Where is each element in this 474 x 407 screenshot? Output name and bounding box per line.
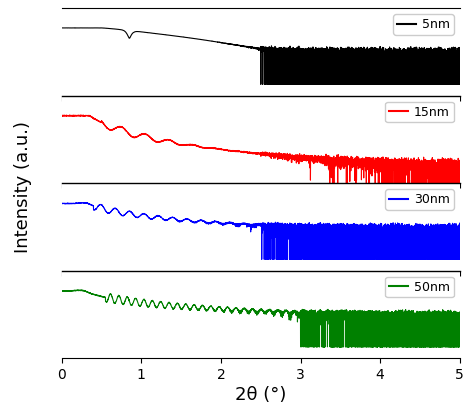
Legend: 15nm: 15nm bbox=[385, 102, 454, 123]
Text: Intensity (a.u.): Intensity (a.u.) bbox=[14, 121, 32, 253]
Legend: 30nm: 30nm bbox=[385, 189, 454, 210]
Legend: 50nm: 50nm bbox=[385, 277, 454, 298]
X-axis label: 2θ (°): 2θ (°) bbox=[235, 386, 286, 404]
Legend: 5nm: 5nm bbox=[393, 14, 454, 35]
